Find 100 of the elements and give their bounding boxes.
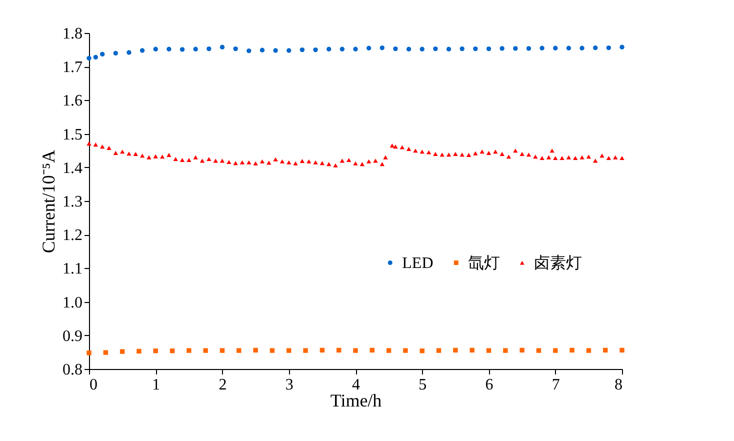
point: [270, 348, 275, 353]
point: [406, 46, 412, 52]
y-tick-label: 1.8: [62, 26, 82, 42]
point: [203, 348, 208, 353]
point: [303, 348, 308, 353]
point: [526, 46, 532, 51]
point: [553, 348, 558, 353]
point: [300, 47, 305, 52]
point: [503, 348, 508, 353]
point: [473, 46, 478, 52]
point: [513, 46, 518, 51]
point: [420, 46, 424, 52]
point: [593, 45, 598, 50]
point: [536, 348, 542, 353]
y-tick-label: 1.2: [62, 227, 82, 244]
point: [326, 46, 332, 52]
point: [286, 348, 292, 353]
point: [486, 348, 492, 353]
point: [170, 348, 175, 354]
point: [86, 350, 92, 356]
point: [580, 46, 584, 50]
point: [153, 46, 158, 52]
point: [386, 348, 392, 353]
legend-label: 卤素灯: [534, 254, 582, 272]
point: [366, 46, 372, 50]
point: [453, 348, 458, 353]
point: [313, 47, 318, 52]
y-tick-label: 0.9: [62, 328, 82, 345]
point: [586, 348, 592, 353]
point: [220, 44, 225, 50]
x-tick-label: 6: [485, 376, 494, 394]
point: [603, 348, 608, 353]
point: [553, 46, 558, 50]
point: [470, 348, 474, 353]
legend-label: LED: [402, 254, 434, 272]
point: [220, 348, 225, 353]
point: [103, 350, 108, 355]
point: [436, 348, 442, 353]
y-tick-label: 1.4: [62, 160, 82, 177]
point: [570, 348, 574, 353]
point: [540, 46, 544, 50]
x-tick-label: 8: [614, 376, 622, 394]
point: [286, 48, 292, 53]
y-tick-label: 1.7: [62, 59, 82, 76]
point: [420, 348, 424, 354]
point: [206, 46, 212, 52]
point: [186, 348, 192, 353]
point: [606, 45, 612, 50]
point: [353, 348, 358, 353]
point: [153, 348, 158, 354]
x-tick-label: 5: [418, 376, 427, 394]
point: [93, 54, 98, 60]
y-tick-label: 1.5: [62, 126, 82, 144]
y-tick-label: 1.0: [62, 294, 82, 312]
x-tick-label: 4: [352, 376, 360, 394]
point: [180, 47, 185, 52]
point: [520, 348, 524, 353]
y-tick-label: 1.6: [62, 92, 82, 110]
point: [336, 348, 342, 353]
point: [140, 48, 145, 53]
point: [253, 348, 258, 353]
point: [380, 45, 384, 50]
point: [500, 46, 504, 51]
point: [246, 48, 252, 54]
point: [620, 44, 624, 50]
y-tick-label: 1.1: [62, 260, 82, 278]
point: [260, 48, 265, 52]
point: [100, 52, 105, 57]
point: [370, 348, 374, 353]
point: [446, 46, 452, 52]
point: [460, 46, 464, 52]
x-axis-title: Time/h: [330, 390, 382, 410]
y-tick-label: 0.8: [62, 362, 82, 378]
x-tick-label: 2: [218, 376, 227, 394]
x-tick-label: 1: [152, 376, 160, 394]
point: [620, 348, 624, 353]
point: [193, 46, 198, 52]
x-tick-label: 0: [90, 376, 98, 394]
point: [236, 348, 242, 353]
point: [403, 348, 408, 353]
point: [340, 46, 345, 52]
x-tick-label: 3: [285, 376, 294, 394]
point: [86, 56, 92, 61]
point: [136, 348, 142, 354]
point: [320, 348, 325, 353]
y-tick-label: 1.3: [62, 194, 82, 210]
point: [433, 46, 438, 52]
point: [353, 46, 358, 52]
point: [486, 46, 492, 52]
point: [120, 349, 125, 354]
point: [273, 48, 278, 53]
point: [113, 50, 118, 56]
point: [126, 50, 132, 55]
point: [166, 46, 172, 52]
point: [233, 46, 238, 52]
legend-label: 氙灯: [468, 254, 500, 272]
y-axis-title: Current/10⁻⁵A: [38, 150, 58, 254]
point: [393, 46, 398, 52]
x-tick-label: 7: [552, 376, 560, 394]
point: [566, 46, 572, 50]
